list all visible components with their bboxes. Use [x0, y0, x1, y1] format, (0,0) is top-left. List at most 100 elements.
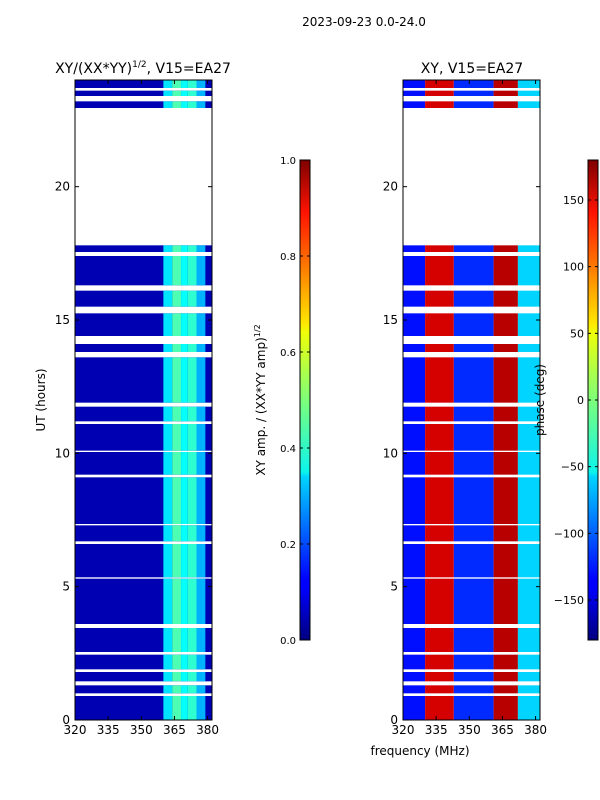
phase-band-cell	[517, 90, 540, 96]
amplitude-band-cell	[187, 424, 197, 451]
phase-band-cell	[403, 525, 426, 542]
phase-band-cell	[403, 424, 426, 451]
phase-xtick-label: 320	[392, 723, 415, 737]
amplitude-band-cell	[196, 696, 206, 720]
phase-band-cell	[425, 452, 454, 475]
phase-ytick-label: 15	[383, 313, 398, 327]
phase-band-cell	[425, 406, 454, 422]
phase-band-cell	[493, 672, 518, 682]
amplitude-colorbar: 0.0 0.2 0.4 0.6 0.8 1.0 XY amp. / (XX*YY amp)…	[253, 156, 311, 647]
phase-band-cell	[453, 578, 494, 624]
phase-panel-title: XY, V15=EA27	[421, 61, 523, 77]
amplitude-xtick-label: 320	[64, 723, 87, 737]
amplitude-ylabel: UT (hours)	[34, 368, 48, 431]
amplitude-xtick-label: 350	[130, 723, 153, 737]
phase-band-cell	[403, 101, 426, 108]
amplitude-band-cell	[181, 90, 188, 96]
phase-band-cell	[453, 544, 494, 578]
amplitude-xtick-label: 365	[163, 723, 186, 737]
phase-band-cell	[453, 672, 494, 682]
amplitude-band-cell	[172, 344, 182, 352]
amplitude-band-cell	[196, 344, 206, 352]
phase-band-cell	[403, 80, 426, 88]
amplitude-band-cell	[196, 525, 206, 542]
amplitude-colorbar-tick-label: 0.2	[280, 540, 296, 551]
phase-band-cell	[403, 477, 426, 524]
amplitude-band-cell	[196, 685, 206, 694]
phase-band-cell	[425, 544, 454, 578]
phase-colorbar-tick-label: −50	[561, 461, 584, 474]
phase-band-cell	[493, 80, 518, 88]
amplitude-band-cell	[163, 654, 173, 670]
amplitude-panel-title: XY/(XX*YY)1/2, V15=EA27	[55, 60, 231, 77]
amplitude-band-cell	[187, 290, 197, 307]
amplitude-band-cell	[163, 290, 173, 307]
amplitude-band-cell	[187, 80, 197, 88]
amplitude-row-segment	[75, 80, 212, 88]
amplitude-band-cell	[172, 256, 182, 286]
phase-band-cell	[493, 424, 518, 451]
phase-colorbar-tick-label: −100	[554, 527, 584, 540]
phase-band-cell	[493, 654, 518, 670]
phase-band-cell	[517, 544, 540, 578]
amplitude-band-cell	[196, 544, 206, 578]
phase-xtick-label: 350	[458, 723, 481, 737]
phase-colorbar: −150 −100 −50 0 50 100 150 phase (deg)	[533, 159, 599, 641]
amplitude-row-segment	[75, 344, 212, 352]
amplitude-band-cell	[172, 544, 182, 578]
amplitude-band-cell	[196, 80, 206, 88]
amplitude-band-cell	[181, 477, 188, 524]
amplitude-ytick-label: 20	[55, 180, 70, 194]
amplitude-band-cell	[181, 696, 188, 720]
amplitude-band-cell	[163, 477, 173, 524]
phase-band-cell	[517, 256, 540, 286]
phase-band-cell	[425, 256, 454, 286]
phase-colorbar-tick-label: 50	[570, 327, 584, 340]
phase-band-cell	[493, 544, 518, 578]
amplitude-band-cell	[172, 685, 182, 694]
amplitude-band-cell	[196, 654, 206, 670]
phase-band-cell	[403, 357, 426, 403]
phase-band-cell	[425, 578, 454, 624]
phase-band-cell	[453, 344, 494, 352]
amplitude-band-cell	[181, 101, 188, 108]
amplitude-band-cell	[172, 452, 182, 475]
phase-band-cell	[453, 406, 494, 422]
phase-colorbar-label: phase (deg)	[533, 364, 547, 436]
phase-band-cell	[493, 578, 518, 624]
phase-band-cell	[425, 357, 454, 403]
phase-band-cell	[517, 245, 540, 252]
phase-band-cell	[517, 672, 540, 682]
amplitude-band-cell	[187, 578, 197, 624]
phase-band-cell	[425, 654, 454, 670]
amplitude-band-cell	[196, 101, 206, 108]
amplitude-band-cell	[196, 628, 206, 652]
phase-band-cell	[453, 525, 494, 542]
amplitude-band-cell	[181, 344, 188, 352]
phase-colorbar-tick-label: 150	[563, 194, 584, 207]
phase-band-cell	[453, 101, 494, 108]
amplitude-colorbar-label: XY amp. / (XX*YY amp)1/2	[253, 324, 268, 475]
phase-band-cell	[493, 90, 518, 96]
phase-band-cell	[517, 696, 540, 720]
amplitude-band-cell	[196, 90, 206, 96]
phase-band-cell	[403, 544, 426, 578]
figure-suptitle: 2023-09-23 0.0-24.0	[302, 15, 426, 29]
amplitude-band-cell	[172, 424, 182, 451]
phase-band-cell	[517, 685, 540, 694]
amplitude-band-cell	[172, 80, 182, 88]
amplitude-band-cell	[163, 685, 173, 694]
amplitude-row-segment	[75, 685, 212, 694]
phase-band-cell	[493, 525, 518, 542]
phase-band-cell	[453, 256, 494, 286]
amplitude-band-cell	[187, 544, 197, 578]
phase-band-cell	[493, 313, 518, 336]
amplitude-band-cell	[163, 344, 173, 352]
amplitude-band-cell	[163, 544, 173, 578]
phase-band-cell	[493, 101, 518, 108]
amplitude-band-cell	[172, 696, 182, 720]
amplitude-band-cell	[196, 578, 206, 624]
phase-colorbar-tick-label: −150	[554, 594, 584, 607]
amplitude-band-cell	[163, 357, 173, 403]
